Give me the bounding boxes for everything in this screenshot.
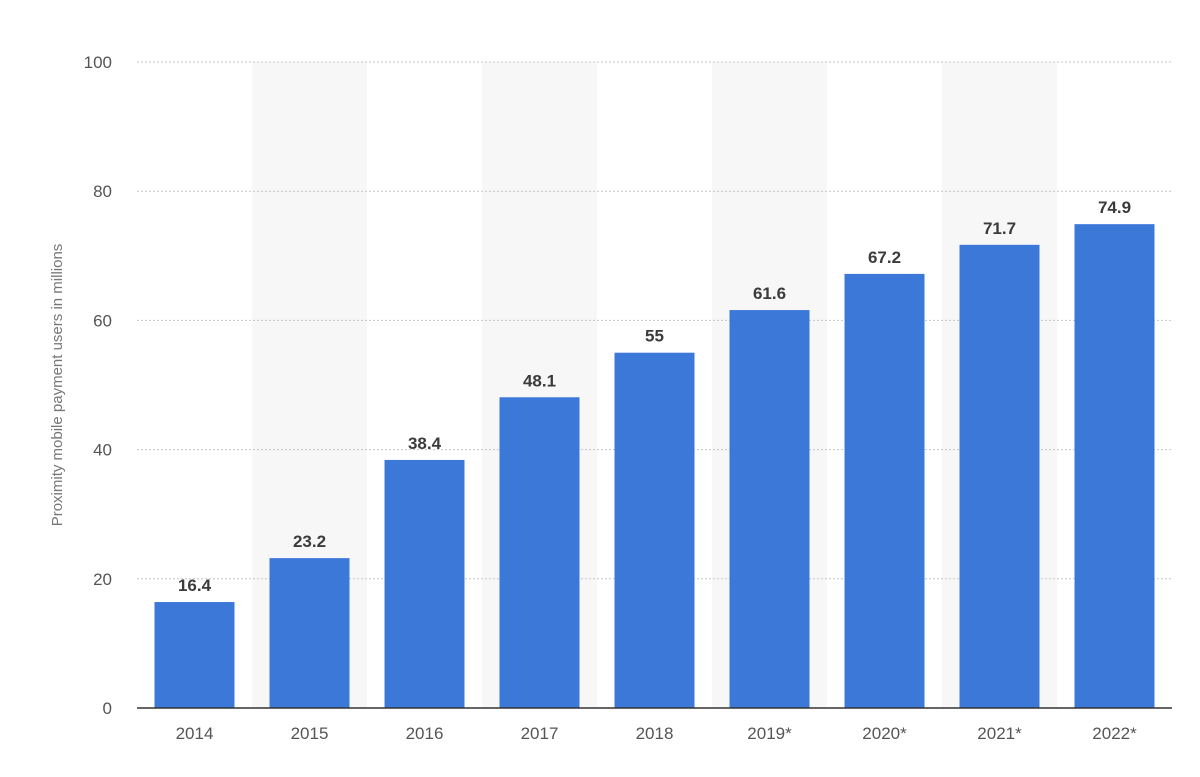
x-tick-label-2021*: 2021* — [977, 724, 1022, 743]
x-tick-label-2022*: 2022* — [1092, 724, 1137, 743]
x-tick-label-2016: 2016 — [406, 724, 444, 743]
x-tick-label-2018: 2018 — [636, 724, 674, 743]
data-label-2022*: 74.9 — [1098, 198, 1131, 217]
bar-2021* — [959, 244, 1040, 708]
data-label-2017: 48.1 — [523, 371, 556, 390]
data-label-2020*: 67.2 — [868, 248, 901, 267]
x-axis-ticks: 2014 2015 2016 2017 2018 2019* 2020* 2021* 2022* — [176, 724, 1138, 743]
y-tick-label: 40 — [93, 441, 112, 460]
x-tick-label-2014: 2014 — [176, 724, 214, 743]
y-axis-label: Proximity mobile payment users in millio… — [49, 244, 66, 527]
bar-2022* — [1074, 224, 1155, 708]
x-tick-label-2019*: 2019* — [747, 724, 792, 743]
bar-2017 — [499, 397, 580, 708]
data-label-2016: 38.4 — [408, 434, 442, 453]
bar-2020* — [844, 273, 925, 708]
y-tick-label: 100 — [84, 53, 112, 72]
y-tick-label: 60 — [93, 311, 112, 330]
data-label-2014: 16.4 — [178, 576, 212, 595]
x-tick-label-2020*: 2020* — [862, 724, 907, 743]
y-tick-label: 80 — [93, 182, 112, 201]
y-tick-label: 20 — [93, 570, 112, 589]
bar-2018 — [614, 352, 695, 708]
y-tick-label: 0 — [103, 699, 112, 718]
y-axis-ticks: 0 20 40 60 80 100 — [84, 53, 112, 718]
bar-2014 — [154, 602, 235, 708]
x-tick-label-2015: 2015 — [291, 724, 329, 743]
bar-2015 — [269, 558, 350, 708]
bar-2016 — [384, 459, 465, 708]
data-label-2019*: 61.6 — [753, 284, 786, 303]
bar-2019* — [729, 310, 810, 708]
data-label-2018: 55 — [645, 327, 664, 346]
data-label-2021*: 71.7 — [983, 219, 1016, 238]
data-label-2015: 23.2 — [293, 532, 326, 551]
bars — [154, 224, 1155, 708]
x-tick-label-2017: 2017 — [521, 724, 559, 743]
data-labels: 16.4 23.2 38.4 48.1 55 61.6 67.2 71.7 74.9 — [178, 198, 1131, 595]
